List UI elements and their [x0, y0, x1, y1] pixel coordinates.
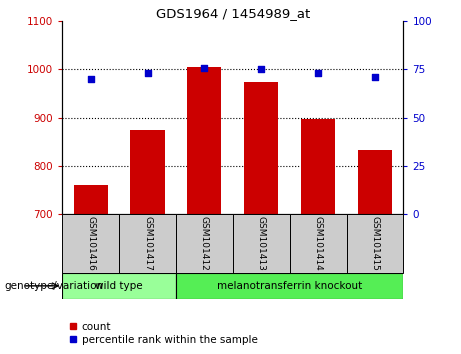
Text: wild type: wild type [95, 281, 143, 291]
Bar [176, 214, 233, 273]
Bar [301, 119, 335, 214]
Point [258, 67, 265, 72]
Text: GSM101412: GSM101412 [200, 216, 209, 271]
Text: GSM101417: GSM101417 [143, 216, 152, 271]
Bar [119, 214, 176, 273]
Text: GSM101413: GSM101413 [257, 216, 266, 271]
Point [87, 76, 95, 82]
Point [144, 70, 151, 76]
Bar [347, 214, 403, 273]
Text: GSM101414: GSM101414 [313, 216, 323, 271]
Point [371, 74, 378, 80]
Bar [244, 81, 278, 214]
Point [201, 65, 208, 70]
Legend: count, percentile rank within the sample: count, percentile rank within the sample [65, 317, 262, 349]
Title: GDS1964 / 1454989_at: GDS1964 / 1454989_at [156, 7, 310, 20]
Bar [62, 273, 176, 299]
Point [314, 70, 322, 76]
Bar [233, 214, 290, 273]
Text: GSM101416: GSM101416 [86, 216, 95, 271]
Text: melanotransferrin knockout: melanotransferrin knockout [217, 281, 362, 291]
Bar [187, 67, 221, 214]
Bar [130, 130, 165, 214]
Bar [62, 214, 119, 273]
Bar [358, 150, 392, 214]
Text: GSM101415: GSM101415 [371, 216, 379, 271]
Text: genotype/variation: genotype/variation [5, 281, 104, 291]
Bar [74, 185, 108, 214]
Bar [290, 214, 347, 273]
Bar [176, 273, 403, 299]
